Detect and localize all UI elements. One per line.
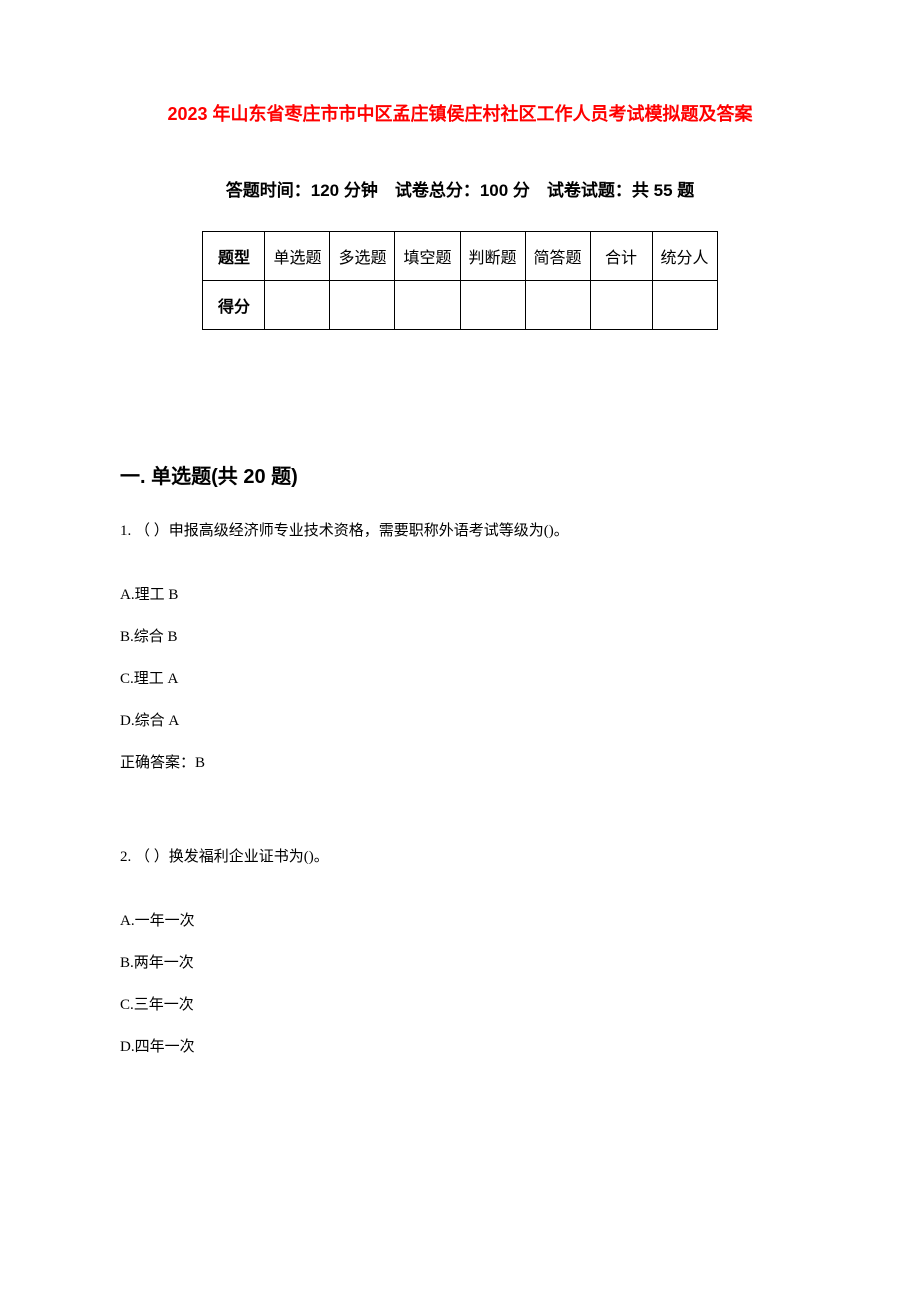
exam-info: 答题时间：120 分钟 试卷总分：100 分 试卷试题：共 55 题 bbox=[120, 176, 800, 201]
option-item: A.理工 B bbox=[120, 583, 800, 607]
table-score-cell bbox=[330, 281, 395, 330]
option-text: 三年一次 bbox=[134, 997, 194, 1013]
answer-value: B bbox=[195, 755, 205, 771]
answer-label: 正确答案： bbox=[120, 755, 195, 771]
question-body: （ ）换发福利企业证书为()。 bbox=[135, 849, 329, 865]
option-item: D.四年一次 bbox=[120, 1035, 800, 1059]
table-header-cell: 题型 bbox=[203, 232, 265, 281]
option-label: C. bbox=[120, 671, 134, 687]
table-score-cell bbox=[652, 281, 717, 330]
table-score-cell bbox=[460, 281, 525, 330]
option-label: A. bbox=[120, 913, 135, 929]
question-number: 2. bbox=[120, 849, 131, 865]
option-label: B. bbox=[120, 955, 134, 971]
table-score-cell bbox=[525, 281, 590, 330]
option-text: 理工 B bbox=[135, 587, 179, 603]
option-item: C.理工 A bbox=[120, 667, 800, 691]
document-title: 2023 年山东省枣庄市市中区孟庄镇侯庄村社区工作人员考试模拟题及答案 bbox=[120, 100, 800, 126]
table-score-cell bbox=[590, 281, 652, 330]
table-header-cell: 单选题 bbox=[265, 232, 330, 281]
question-text: 1. （ ）申报高级经济师专业技术资格，需要职称外语考试等级为()。 bbox=[120, 519, 800, 543]
option-text: 综合 A bbox=[135, 713, 180, 729]
table-header-cell: 简答题 bbox=[525, 232, 590, 281]
option-item: D.综合 A bbox=[120, 709, 800, 733]
table-score-cell bbox=[395, 281, 460, 330]
table-header-cell: 填空题 bbox=[395, 232, 460, 281]
question-text: 2. （ ）换发福利企业证书为()。 bbox=[120, 845, 800, 869]
option-label: D. bbox=[120, 1039, 135, 1055]
option-text: 理工 A bbox=[134, 671, 179, 687]
option-text: 四年一次 bbox=[135, 1039, 195, 1055]
option-label: B. bbox=[120, 629, 134, 645]
option-item: C.三年一次 bbox=[120, 993, 800, 1017]
option-item: B.两年一次 bbox=[120, 951, 800, 975]
section-heading: 一. 单选题(共 20 题) bbox=[120, 460, 800, 489]
table-header-cell: 统分人 bbox=[652, 232, 717, 281]
option-label: C. bbox=[120, 997, 134, 1013]
option-text: 综合 B bbox=[134, 629, 178, 645]
table-row-label: 得分 bbox=[203, 281, 265, 330]
table-header-cell: 合计 bbox=[590, 232, 652, 281]
table-header-cell: 判断题 bbox=[460, 232, 525, 281]
option-item: A.一年一次 bbox=[120, 909, 800, 933]
table-header-cell: 多选题 bbox=[330, 232, 395, 281]
option-text: 两年一次 bbox=[134, 955, 194, 971]
table-score-row: 得分 bbox=[203, 281, 717, 330]
question-number: 1. bbox=[120, 523, 131, 539]
option-label: D. bbox=[120, 713, 135, 729]
option-label: A. bbox=[120, 587, 135, 603]
option-text: 一年一次 bbox=[135, 913, 195, 929]
answer-line: 正确答案：B bbox=[120, 751, 800, 775]
score-table: 题型 单选题 多选题 填空题 判断题 简答题 合计 统分人 得分 bbox=[202, 231, 717, 330]
table-header-row: 题型 单选题 多选题 填空题 判断题 简答题 合计 统分人 bbox=[203, 232, 717, 281]
table-score-cell bbox=[265, 281, 330, 330]
question-body: （ ）申报高级经济师专业技术资格，需要职称外语考试等级为()。 bbox=[135, 523, 569, 539]
option-item: B.综合 B bbox=[120, 625, 800, 649]
